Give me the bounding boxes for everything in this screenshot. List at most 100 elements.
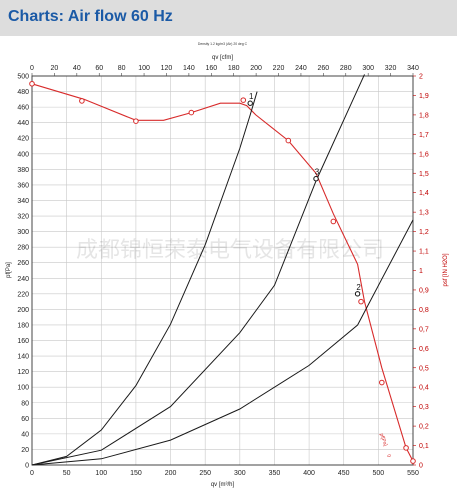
- y-right-tick-label: 1,5: [419, 171, 429, 178]
- fan-curve-line: [31, 83, 414, 462]
- x-top-tick-label: 220: [273, 65, 285, 72]
- y-tick-label: 40: [21, 431, 29, 438]
- fan-curve-marker: [410, 458, 416, 464]
- x-top-tick-label: 0: [30, 65, 34, 72]
- system-curve-line: [31, 219, 414, 466]
- y-tick-label: 140: [17, 354, 29, 361]
- operating-point-marker: [354, 291, 361, 297]
- fan-curve-marker: [285, 137, 292, 144]
- y-right-tick-label: 1,2: [419, 229, 429, 236]
- x-tick-label: 150: [130, 470, 142, 477]
- fan-curve-marker: [188, 109, 195, 116]
- y-tick-label: 0: [25, 463, 29, 470]
- chart-title: Density 1.2 kg/m3 (Air) 20 deg C: [198, 42, 248, 46]
- x-top-tick-label: 60: [95, 65, 103, 72]
- x-top-tick-label: 140: [183, 65, 195, 72]
- curve-end-label: pf[Pa]: [378, 433, 388, 448]
- x-top-tick-label: 120: [161, 65, 173, 72]
- y-tick-label: 280: [17, 245, 29, 252]
- fan-curve-marker: [379, 379, 385, 386]
- y-right-tick-label: 1,7: [419, 132, 429, 139]
- curve-end-label: 0: [385, 454, 392, 459]
- y-tick-label: 220: [17, 291, 29, 298]
- y-right-tick-label: 1,4: [419, 190, 429, 197]
- y-tick-label: 420: [17, 136, 29, 143]
- x-top-tick-label: 340: [407, 65, 419, 72]
- y-right-tick-label: 1,6: [419, 151, 429, 158]
- x-tick-label: 550: [407, 470, 419, 477]
- x-tick-label: 300: [234, 470, 246, 477]
- y-right-tick-label: 0,3: [419, 404, 429, 411]
- y-tick-label: 460: [17, 105, 29, 112]
- x-top-tick-label: 160: [205, 65, 217, 72]
- y-tick-label: 440: [17, 120, 29, 127]
- y-tick-label: 500: [17, 74, 29, 81]
- fan-curve-marker: [240, 97, 247, 103]
- curves-layer: [31, 74, 414, 466]
- grid-layer: [31, 75, 414, 466]
- y-tick-label: 380: [17, 167, 29, 174]
- y-tick-label: 160: [17, 338, 29, 345]
- y-right-axis-label: psf [IN H2O]: [443, 253, 449, 286]
- x-top-tick-label: 280: [340, 65, 352, 72]
- fan-curve-marker: [29, 80, 35, 87]
- header-bar: Charts: Air flow 60 Hz: [0, 0, 457, 36]
- x-tick-label: 450: [338, 470, 350, 477]
- operating-point-label: 1: [249, 92, 254, 101]
- y-right-tick-label: 0,5: [419, 365, 429, 372]
- y-tick-label: 180: [17, 322, 29, 329]
- page-title: Charts: Air flow 60 Hz: [8, 8, 173, 25]
- x-top-tick-label: 300: [362, 65, 374, 72]
- x-top-tick-label: 40: [73, 65, 81, 72]
- y-right-tick-label: 0,9: [419, 287, 429, 294]
- y-tick-label: 400: [17, 151, 29, 158]
- x-tick-label: 350: [269, 470, 281, 477]
- x-top-tick-label: 200: [250, 65, 262, 72]
- plot-frame: [31, 75, 414, 466]
- watermark-text: 成都锦恒荣泰电气设备有限公司: [76, 238, 384, 263]
- x-top-tick-label: 320: [385, 65, 397, 72]
- operating-point-marker: [247, 100, 253, 106]
- y-right-tick-label: 1: [419, 268, 423, 275]
- fan-curve-marker: [79, 98, 85, 104]
- x-tick-label: 400: [303, 470, 315, 477]
- y-tick-label: 80: [21, 400, 29, 407]
- y-right-tick-label: 2: [419, 74, 423, 81]
- y-tick-label: 120: [17, 369, 29, 376]
- y-right-tick-label: 1,9: [419, 93, 429, 100]
- y-right-tick-label: 0,6: [419, 346, 429, 353]
- y-tick-label: 360: [17, 182, 29, 189]
- y-right-tick-label: 1,1: [419, 249, 429, 256]
- y-tick-label: 60: [21, 416, 29, 423]
- y-tick-label: 320: [17, 214, 29, 221]
- y-tick-label: 340: [17, 198, 29, 205]
- y-right-tick-label: 1,3: [419, 210, 429, 217]
- y-tick-label: 300: [17, 229, 29, 236]
- y-right-tick-label: 0,7: [419, 326, 429, 333]
- labels-layer: Density 1.2 kg/m3 (Air) 20 deg C qv [cfm]…: [6, 42, 449, 488]
- y-right-tick-label: 0,1: [419, 443, 429, 450]
- fan-curve-marker: [403, 445, 409, 451]
- y-right-tick-label: 0,2: [419, 424, 429, 431]
- y-tick-label: 100: [17, 385, 29, 392]
- x-top-axis-label: qv [cfm]: [212, 55, 233, 61]
- system-curve-line: [31, 74, 365, 466]
- y-tick-label: 20: [21, 447, 29, 454]
- y-axis-label: pf[Pa]: [6, 262, 12, 278]
- operating-point-marker: [313, 175, 319, 182]
- fan-curve-marker: [330, 218, 337, 225]
- x-tick-label: 50: [63, 470, 71, 477]
- y-right-tick-label: 0: [419, 463, 423, 470]
- y-tick-label: 480: [17, 89, 29, 96]
- x-tick-label: 200: [165, 470, 177, 477]
- y-right-tick-label: 1,8: [419, 112, 429, 119]
- x-top-tick-label: 240: [295, 65, 307, 72]
- y-right-tick-label: 0,4: [419, 385, 429, 392]
- x-top-tick-label: 100: [138, 65, 150, 72]
- operating-point-label: 3: [315, 168, 320, 177]
- x-top-tick-label: 80: [118, 65, 126, 72]
- x-top-tick-label: 180: [228, 65, 240, 72]
- x-tick-label: 100: [95, 470, 107, 477]
